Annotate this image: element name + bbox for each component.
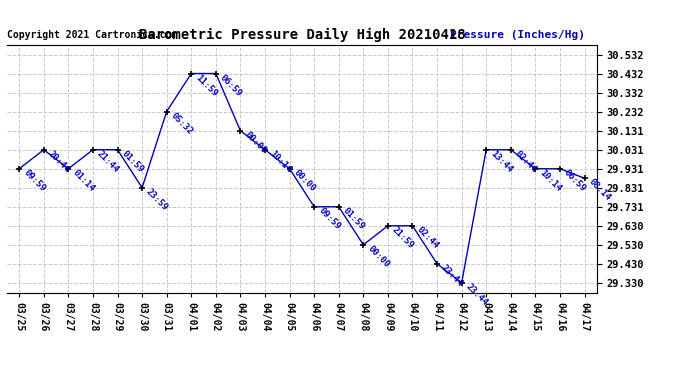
Text: 11:59: 11:59 (194, 73, 219, 98)
Text: 20:44: 20:44 (46, 149, 72, 174)
Text: 21:44: 21:44 (95, 149, 121, 174)
Text: 09:59: 09:59 (317, 206, 342, 231)
Text: 00:00: 00:00 (366, 244, 391, 269)
Text: 02:44: 02:44 (513, 149, 539, 174)
Text: 01:59: 01:59 (341, 206, 366, 231)
Text: 02:44: 02:44 (415, 225, 440, 251)
Text: 13:44: 13:44 (489, 149, 514, 174)
Text: 09:59: 09:59 (21, 168, 47, 194)
Text: 01:14: 01:14 (71, 168, 96, 194)
Text: 23:44: 23:44 (464, 282, 489, 308)
Text: 21:59: 21:59 (391, 225, 416, 251)
Text: 05:32: 05:32 (169, 111, 195, 136)
Text: 00:00: 00:00 (292, 168, 317, 194)
Title: Barometric Pressure Daily High 20210418: Barometric Pressure Daily High 20210418 (139, 28, 465, 42)
Text: Copyright 2021 Cartronics.com: Copyright 2021 Cartronics.com (7, 30, 177, 40)
Text: 23:59: 23:59 (145, 187, 170, 212)
Text: 08:14: 08:14 (587, 177, 613, 203)
Text: 10:14: 10:14 (538, 168, 563, 194)
Text: 00:00: 00:00 (243, 130, 268, 155)
Text: 10:14: 10:14 (268, 149, 293, 174)
Text: 06:59: 06:59 (562, 168, 588, 194)
Text: 23:44: 23:44 (440, 263, 465, 288)
Text: 01:59: 01:59 (120, 149, 146, 174)
Text: Pressure (Inches/Hg): Pressure (Inches/Hg) (450, 30, 585, 40)
Text: 06:59: 06:59 (218, 73, 244, 98)
